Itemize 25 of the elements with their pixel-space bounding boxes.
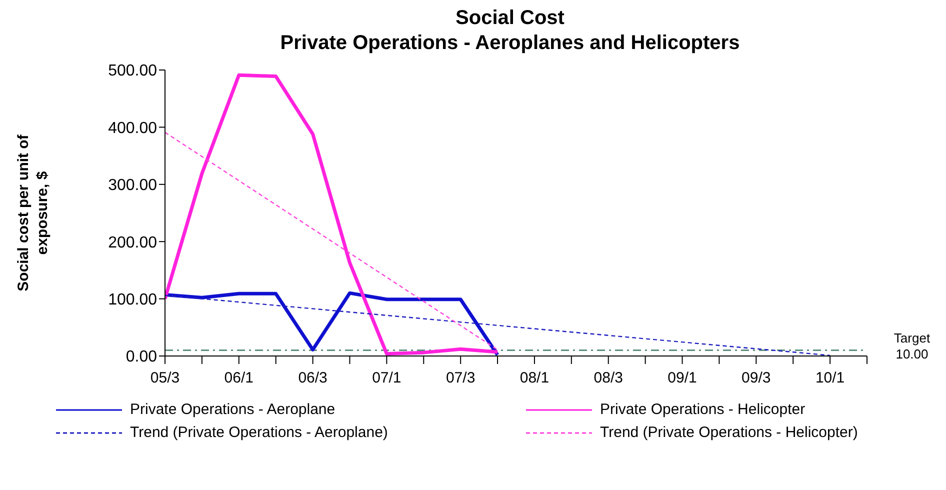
y-tick-label: 400.00	[108, 120, 158, 137]
y-tick-label: 300.00	[108, 177, 158, 194]
y-tick-label: 500.00	[108, 62, 158, 80]
legend-label: Private Operations - Helicopter	[600, 401, 806, 418]
x-tick-label: 06/3	[298, 370, 328, 387]
line-series	[165, 73, 500, 356]
legend-label: Trend (Private Operations - Aeroplane)	[130, 424, 388, 441]
legend-label: Trend (Private Operations - Helicopter)	[600, 424, 858, 441]
x-tick-label: 09/1	[668, 370, 697, 387]
x-tick-label: 07/3	[446, 370, 476, 387]
line-series	[165, 291, 500, 356]
legend-label: Private Operations - Aeroplane	[130, 401, 336, 418]
y-tick-label: 0.00	[126, 348, 158, 366]
x-tick-label: 07/1	[372, 370, 402, 387]
x-tick-label: 06/1	[224, 370, 254, 387]
x-tick-label: 08/3	[594, 370, 623, 387]
y-tick-label: 200.00	[108, 234, 158, 252]
x-tick-label: 10/1	[815, 370, 845, 387]
x-tick-label: 05/3	[150, 370, 180, 387]
x-tick-label: 09/3	[742, 370, 771, 387]
chart-title: Social Cost Private Operations - Aeroplanes and Helicopters	[279, 6, 741, 56]
ref-line-label: Target 10.00	[894, 330, 930, 362]
y-axis-title: Social cost per unit of exposure, $	[15, 134, 51, 292]
y-tick-label: 100.00	[108, 291, 158, 308]
x-tick-label: 08/1	[520, 370, 550, 387]
